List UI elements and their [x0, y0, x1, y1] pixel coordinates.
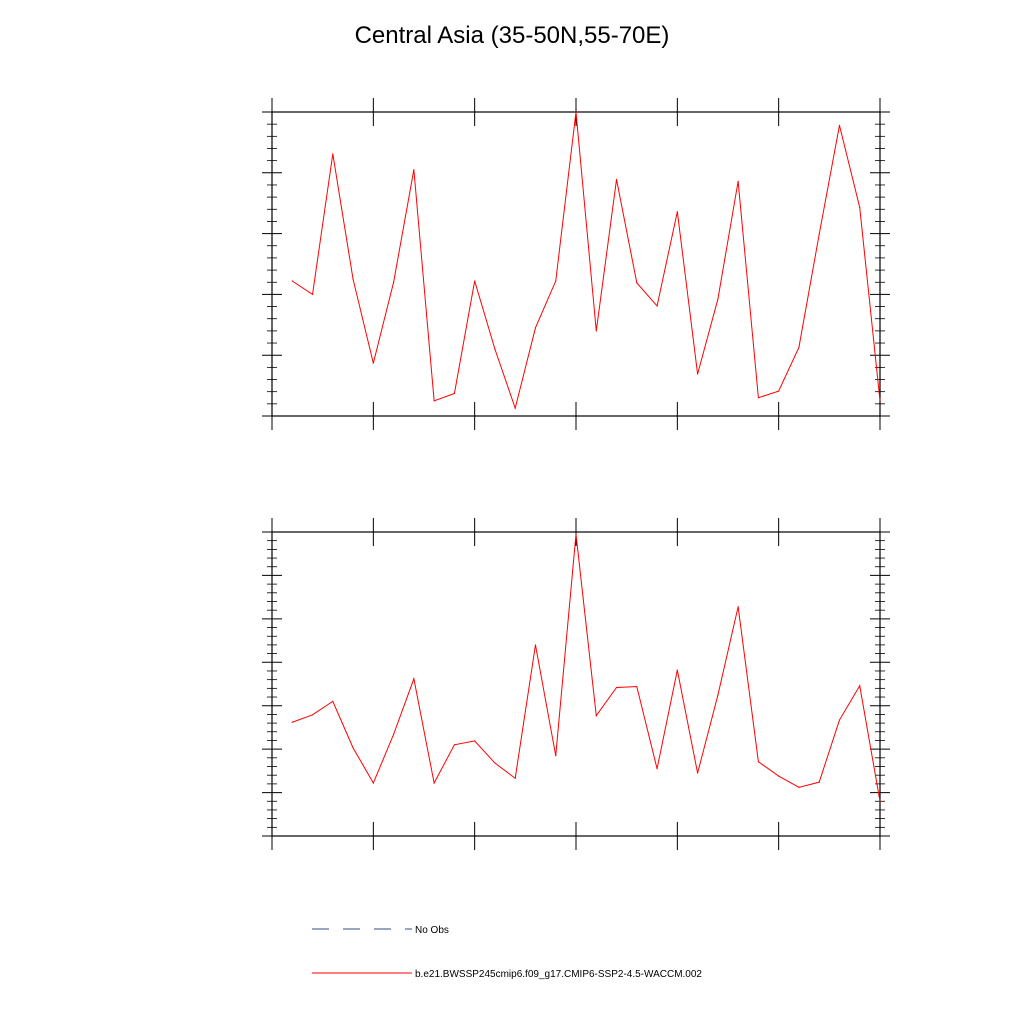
panel-snow-liquid-water — [262, 98, 890, 430]
legend-label-no-obs: No Obs — [415, 925, 449, 936]
data-point — [838, 719, 841, 721]
legend-entry-model-run: b.e21.BWSSP245cmip6.f09_g17.CMIP6-SSP2-4… — [312, 969, 702, 980]
data-point — [555, 755, 557, 757]
data-point — [575, 111, 577, 113]
data-point — [818, 781, 820, 783]
data-point — [474, 740, 476, 742]
data-point — [514, 777, 516, 779]
data-point — [514, 407, 516, 409]
data-point — [555, 280, 557, 282]
data-point — [413, 678, 415, 680]
data-point — [636, 686, 638, 688]
series-line — [292, 534, 881, 802]
data-point — [737, 606, 739, 608]
data-point — [372, 362, 374, 364]
data-point — [534, 644, 537, 646]
legend: No Obs b.e21.BWSSP245cmip6.f09_g17.CMIP6… — [312, 925, 702, 980]
data-point — [676, 669, 678, 671]
data-point — [595, 715, 597, 717]
data-point — [393, 281, 395, 283]
data-point — [859, 685, 861, 687]
data-point — [757, 761, 760, 763]
data-point — [697, 772, 699, 774]
data-point — [474, 280, 476, 282]
data-point — [311, 293, 314, 295]
data-point — [595, 330, 597, 332]
data-point — [697, 373, 699, 375]
data-point — [798, 346, 800, 348]
data-point — [575, 533, 577, 535]
data-point — [393, 733, 395, 735]
data-point — [615, 686, 618, 689]
data-point — [433, 782, 435, 784]
data-point — [778, 390, 780, 392]
data-point — [879, 400, 881, 402]
plot-frame — [271, 531, 881, 837]
data-point — [453, 744, 455, 746]
data-point — [859, 206, 861, 209]
data-point — [656, 768, 658, 770]
data-point — [717, 298, 719, 300]
data-point — [413, 169, 415, 171]
panel-snow-ice — [262, 518, 890, 850]
data-point — [311, 714, 314, 716]
legend-label-model-run: b.e21.BWSSP245cmip6.f09_g17.CMIP6-SSP2-4… — [415, 969, 702, 980]
data-point — [778, 775, 780, 777]
figure-title: Central Asia (35-50N,55-70E) — [355, 22, 670, 49]
data-point — [534, 327, 537, 329]
data-point — [737, 180, 739, 182]
data-point — [352, 747, 354, 749]
plot-frame — [271, 111, 881, 417]
data-point — [838, 124, 841, 126]
data-point — [717, 694, 719, 696]
data-point — [291, 280, 293, 282]
legend-entry-no-obs: No Obs — [312, 925, 449, 936]
data-point — [798, 786, 800, 788]
data-point — [433, 400, 435, 402]
series-line — [291, 111, 881, 410]
data-point — [332, 153, 334, 155]
data-point — [291, 721, 293, 723]
data-point — [494, 348, 496, 350]
data-point — [879, 800, 881, 802]
data-point — [494, 762, 496, 764]
data-point — [332, 700, 334, 702]
data-point — [453, 392, 455, 395]
data-point — [636, 282, 638, 284]
data-point — [352, 278, 354, 280]
data-point — [615, 178, 618, 181]
data-point — [656, 305, 658, 307]
data-point — [818, 233, 820, 235]
data-point — [372, 782, 374, 784]
data-point — [757, 397, 760, 399]
data-point — [676, 211, 678, 213]
